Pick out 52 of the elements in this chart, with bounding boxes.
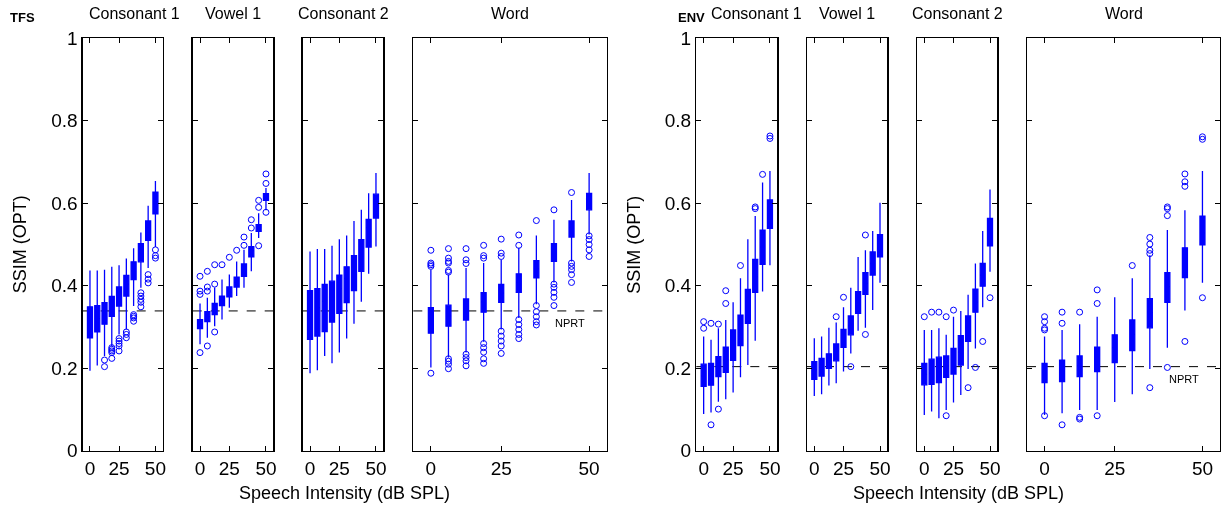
x-axis-title: Speech Intensity (dB SPL) xyxy=(239,483,451,503)
y-axis-title: SSIM (OPT) xyxy=(623,195,644,294)
chart-title: Vowel 1 xyxy=(205,5,262,22)
x-tick-label: 50 xyxy=(255,457,277,479)
chart-title: Word xyxy=(491,5,529,22)
chart-title: Consonant 2 xyxy=(298,5,389,22)
x-tick-label: 0 xyxy=(425,457,437,479)
x-tick-label: 0 xyxy=(84,457,96,479)
y-tick-label: 0 xyxy=(67,440,78,462)
x-tick-label: 25 xyxy=(832,457,855,479)
x-tick-label: 0 xyxy=(1039,457,1050,479)
ref-line-label: NPRT xyxy=(555,317,586,329)
x-tick-label: 25 xyxy=(328,457,350,479)
chart-title: Word xyxy=(1105,5,1143,22)
text: ENV xyxy=(678,10,706,25)
x-tick-label: 50 xyxy=(365,457,387,479)
y-tick-label: 1 xyxy=(67,27,78,49)
y-tick-label: 0.4 xyxy=(664,275,692,297)
y-tick-label: 0.6 xyxy=(664,192,692,214)
chart-title: Consonant 2 xyxy=(912,5,1003,22)
chart-title: Vowel 1 xyxy=(819,5,876,22)
x-tick-label: 25 xyxy=(942,457,965,479)
x-axis-title: Speech Intensity (dB SPL) xyxy=(853,483,1065,503)
y-tick-label: 0.8 xyxy=(51,110,78,132)
x-tick-label: 50 xyxy=(578,457,600,479)
x-tick-label: 50 xyxy=(979,457,1001,479)
y-tick-label: 0.2 xyxy=(51,357,78,379)
chart-title: Consonant 1 xyxy=(711,5,802,22)
x-tick-label: 25 xyxy=(490,457,512,479)
x-tick-label: 25 xyxy=(1104,457,1126,479)
x-tick-label: 0 xyxy=(304,457,316,479)
x-tick-label: 50 xyxy=(869,457,891,479)
y-tick-label: 1 xyxy=(680,27,692,49)
y-tick-label: 0.6 xyxy=(51,192,78,214)
y-tick-label: 0 xyxy=(680,440,692,462)
x-tick-label: 25 xyxy=(218,457,240,479)
x-tick-label: 0 xyxy=(194,457,206,479)
x-tick-label: 0 xyxy=(809,457,820,479)
chart-title: Consonant 1 xyxy=(89,5,180,22)
x-tick-label: 0 xyxy=(919,457,930,479)
x-tick-label: 0 xyxy=(698,457,709,479)
y-tick-label: 0.4 xyxy=(51,275,79,297)
x-tick-label: 25 xyxy=(722,457,744,479)
x-tick-label: 50 xyxy=(1191,457,1214,479)
x-tick-label: 50 xyxy=(759,457,781,479)
y-tick-label: 0.8 xyxy=(664,110,692,132)
y-tick-label: 0.2 xyxy=(664,357,692,379)
x-tick-label: 25 xyxy=(108,457,130,479)
ref-line-label: NPRT xyxy=(1169,373,1200,385)
text: TFS xyxy=(10,10,35,25)
x-tick-label: 50 xyxy=(144,457,166,479)
y-axis-title: SSIM (OPT) xyxy=(10,195,31,294)
